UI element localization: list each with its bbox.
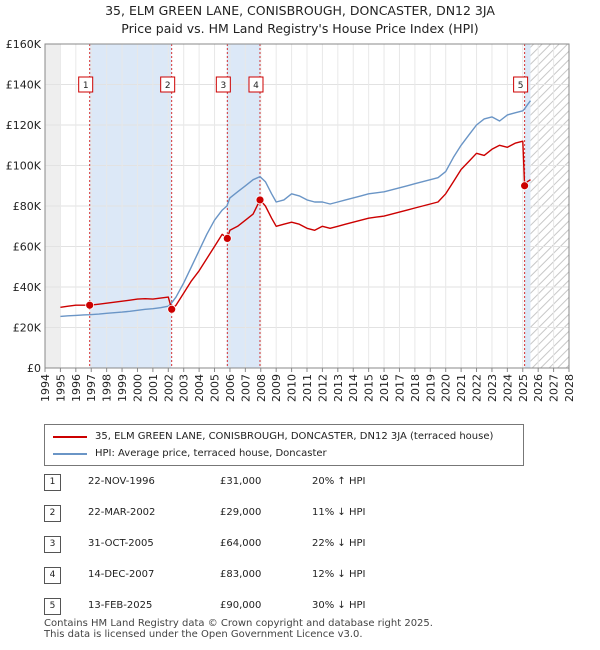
x-tick-label: 2019: [424, 374, 437, 402]
x-tick-label: 2010: [286, 374, 299, 402]
legend-hpi-swatch: [53, 453, 87, 455]
price-chart: 1 2 3 4 5 £0 £20K £40K £60K £80K £100K £120K £140K £1…: [6, 38, 576, 402]
sale-date: 13-FEB-2025: [88, 600, 153, 611]
x-tick-label: 2026: [532, 374, 545, 402]
x-tick-label: 2004: [193, 374, 206, 402]
x-tick-label: 1995: [54, 374, 67, 402]
x-tick-label: 2025: [517, 374, 530, 402]
y-tick-label: £140K: [6, 79, 42, 92]
sale-row: 1 22-NOV-1996 £31,000 20% ↑ HPI: [44, 474, 564, 491]
property-price-line: [60, 140, 531, 310]
sale-marker-box-2: [160, 76, 176, 93]
sale-number-badge: 5: [44, 598, 61, 615]
legend-property-swatch: [53, 436, 87, 438]
x-tick-label: 1999: [116, 374, 129, 402]
y-tick-label: £40K: [13, 281, 42, 294]
sale-hpi-change: 11% ↓ HPI: [312, 507, 366, 518]
sale-row: 4 14-DEC-2007 £83,000 12% ↓ HPI: [44, 567, 564, 584]
sale-price: £31,000: [220, 476, 262, 487]
sale-date: 31-OCT-2005: [88, 538, 154, 549]
sale-hpi-change: 12% ↓ HPI: [312, 569, 366, 580]
y-tick-label: £80K: [13, 200, 42, 213]
sale-point-4: [255, 195, 265, 205]
sale-point-5: [520, 181, 530, 191]
x-tick-label: 1998: [101, 374, 114, 402]
y-tick-label: £20K: [13, 322, 42, 335]
x-tick-label: 2012: [316, 374, 329, 402]
x-tick-label: 1996: [70, 374, 83, 402]
x-tick-label: 2011: [301, 374, 314, 402]
sale-number-badge: 1: [44, 474, 61, 491]
footer-line1: Contains HM Land Registry data © Crown c…: [44, 618, 433, 629]
sale-price: £90,000: [220, 600, 262, 611]
x-tick-label: 2021: [455, 374, 468, 402]
sale-price: £64,000: [220, 538, 262, 549]
x-tick-label: 2009: [270, 374, 283, 402]
sale-marker-box-3: [215, 76, 231, 93]
sale-price: £29,000: [220, 507, 262, 518]
sale-marker-label-3: 3: [220, 81, 226, 91]
sale-point-2: [167, 304, 177, 314]
sale-row: 2 22-MAR-2002 £29,000 11% ↓ HPI: [44, 505, 564, 522]
sale-number-badge: 4: [44, 567, 61, 584]
x-tick-label: 2000: [131, 374, 144, 402]
sale-marker-box-5: [513, 76, 529, 93]
x-tick-label: 2001: [147, 374, 160, 402]
y-tick-label: £0: [27, 362, 41, 375]
legend-property-label: 35, ELM GREEN LANE, CONISBROUGH, DONCAST…: [95, 431, 494, 442]
sale-date: 22-NOV-1996: [88, 476, 155, 487]
x-tick-label: 2024: [501, 374, 514, 402]
x-tick-label: 2007: [239, 374, 252, 402]
x-tick-label: 2018: [409, 374, 422, 402]
x-tick-label: 2002: [162, 374, 175, 402]
footer-attribution: Contains HM Land Registry data © Crown c…: [44, 618, 433, 640]
sale-marker-box-4: [248, 76, 264, 93]
sale-marker-box-1: [78, 76, 94, 93]
sale-date: 22-MAR-2002: [88, 507, 156, 518]
sale-row: 5 13-FEB-2025 £90,000 30% ↓ HPI: [44, 598, 564, 615]
sale-number-badge: 2: [44, 505, 61, 522]
sale-marker-label-5: 5: [518, 81, 524, 91]
sale-marker-label-2: 2: [165, 81, 171, 91]
hpi-line: [60, 100, 532, 318]
y-tick-label: £120K: [6, 119, 42, 132]
y-tick-label: £60K: [13, 241, 42, 254]
sale-point-1: [85, 300, 95, 310]
sale-date: 14-DEC-2007: [88, 569, 155, 580]
x-tick-label: 2008: [255, 374, 268, 402]
x-tick-label: 2006: [224, 374, 237, 402]
legend-hpi-label: HPI: Average price, terraced house, Donc…: [95, 448, 327, 459]
x-tick-label: 2020: [440, 374, 453, 402]
x-tick-label: 2016: [378, 374, 391, 402]
footer-line2: This data is licensed under the Open Gov…: [44, 629, 363, 640]
sale-price: £83,000: [220, 569, 262, 580]
sale-hpi-change: 20% ↑ HPI: [312, 476, 366, 487]
x-tick-label: 2013: [332, 374, 345, 402]
x-tick-label: 2005: [209, 374, 222, 402]
sale-row: 3 31-OCT-2005 £64,000 22% ↓ HPI: [44, 536, 564, 553]
y-tick-label: £100K: [6, 160, 42, 173]
sale-number-badge: 3: [44, 536, 61, 553]
x-tick-label: 2023: [486, 374, 499, 402]
sale-marker-label-4: 4: [253, 81, 259, 91]
chart-legend: 35, ELM GREEN LANE, CONISBROUGH, DONCAST…: [44, 424, 524, 466]
x-tick-label: 2022: [471, 374, 484, 402]
x-tick-label: 1997: [85, 374, 98, 402]
chart-title-line1: 35, ELM GREEN LANE, CONISBROUGH, DONCAST…: [105, 3, 495, 18]
chart-title-line2: Price paid vs. HM Land Registry's House …: [121, 21, 479, 36]
chart-title: 35, ELM GREEN LANE, CONISBROUGH, DONCAST…: [0, 2, 600, 38]
y-tick-label: £160K: [6, 38, 42, 51]
x-tick-label: 2027: [548, 374, 561, 402]
sale-hpi-change: 22% ↓ HPI: [312, 538, 366, 549]
x-tick-label: 2003: [178, 374, 191, 402]
x-tick-label: 1994: [39, 374, 52, 402]
x-tick-label: 2015: [363, 374, 376, 402]
x-tick-label: 2017: [393, 374, 406, 402]
sale-marker-label-1: 1: [83, 81, 89, 91]
sale-hpi-change: 30% ↓ HPI: [312, 600, 366, 611]
x-tick-label: 2014: [347, 374, 360, 402]
x-tick-label: 2028: [563, 374, 576, 402]
sale-point-3: [222, 233, 232, 243]
